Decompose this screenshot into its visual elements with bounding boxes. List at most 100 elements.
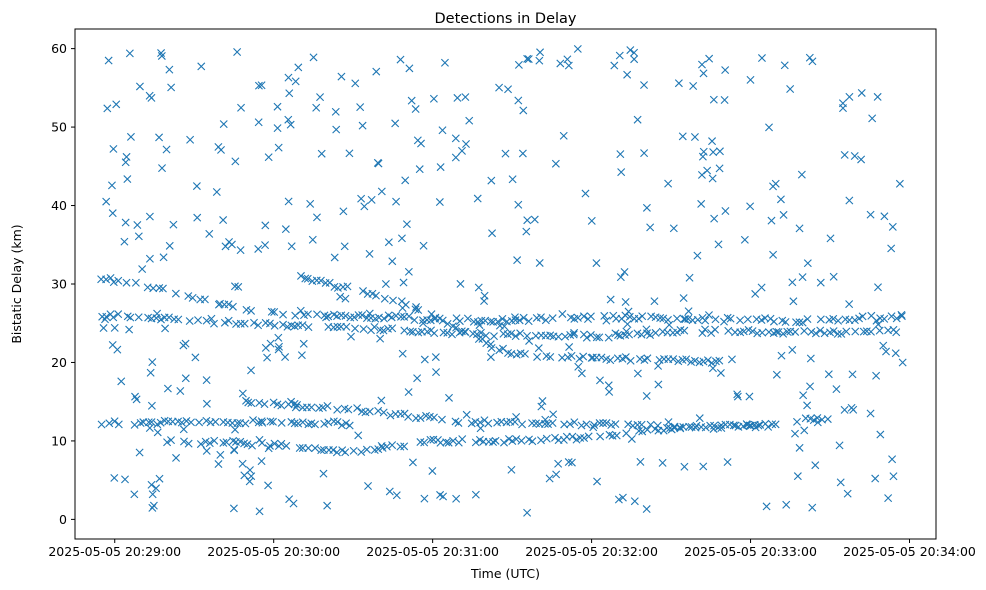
detection-point xyxy=(242,305,251,314)
detection-point xyxy=(513,256,522,265)
detection-point xyxy=(219,438,228,447)
detection-point xyxy=(456,279,465,288)
y-tick-label: 60 xyxy=(51,41,67,56)
detection-point xyxy=(720,317,729,326)
x-tick-label: 2025-05-05 20:33:00 xyxy=(684,544,817,559)
detection-point xyxy=(806,382,815,391)
detection-point xyxy=(376,325,385,334)
detection-point xyxy=(125,325,134,334)
detection-point xyxy=(304,310,312,319)
detection-point xyxy=(816,278,825,287)
detection-point xyxy=(805,53,814,62)
detection-point xyxy=(597,353,606,362)
detection-point xyxy=(625,312,634,321)
detection-point xyxy=(284,115,293,124)
detection-point xyxy=(836,478,845,487)
detection-point xyxy=(703,356,712,365)
detection-point xyxy=(258,418,267,427)
detection-point xyxy=(400,442,409,451)
detection-point xyxy=(487,344,496,352)
detection-point xyxy=(772,327,781,336)
detection-point xyxy=(261,221,270,230)
detection-point xyxy=(586,330,595,339)
detection-point xyxy=(708,364,717,373)
detection-point xyxy=(296,271,305,280)
detection-point xyxy=(634,314,643,323)
detection-point xyxy=(465,116,474,125)
detection-point xyxy=(592,333,601,342)
detection-point xyxy=(866,409,875,418)
detection-point xyxy=(471,490,480,499)
detection-point xyxy=(114,420,123,429)
detection-point xyxy=(344,405,353,414)
detection-point xyxy=(621,311,630,320)
detection-point xyxy=(356,103,365,112)
detection-point xyxy=(653,421,662,430)
detection-point xyxy=(693,251,702,260)
detection-point xyxy=(716,368,725,377)
detection-point xyxy=(757,283,766,292)
detection-point xyxy=(228,302,237,311)
detection-point xyxy=(642,392,651,400)
detection-point xyxy=(158,284,167,293)
detection-point xyxy=(674,357,683,366)
detection-point xyxy=(561,332,570,341)
detection-point xyxy=(517,436,526,445)
detection-point xyxy=(238,389,247,398)
detection-point xyxy=(772,370,781,379)
x-axis-ticks: 2025-05-05 20:29:00 2025-05-05 20:30:00 20… xyxy=(48,539,976,559)
detection-point xyxy=(633,369,642,378)
detection-point xyxy=(525,336,534,345)
detection-point xyxy=(621,298,630,307)
detection-point xyxy=(442,438,451,447)
detection-point xyxy=(265,441,274,450)
detection-point xyxy=(268,417,277,426)
detection-point xyxy=(164,313,173,322)
detection-point xyxy=(353,404,362,413)
detection-point xyxy=(233,419,242,428)
detection-point xyxy=(242,396,250,405)
detection-point xyxy=(184,439,193,448)
detection-point xyxy=(294,63,303,72)
detection-point xyxy=(701,423,710,432)
detection-point xyxy=(340,242,349,251)
detection-point xyxy=(602,419,611,428)
detection-point xyxy=(134,313,143,322)
detection-point xyxy=(109,278,118,287)
detection-point xyxy=(165,65,174,74)
detection-point xyxy=(564,458,573,467)
detection-point xyxy=(357,448,366,457)
detection-point xyxy=(559,131,568,140)
detection-point xyxy=(420,494,429,503)
detection-point xyxy=(121,218,130,227)
detection-point xyxy=(709,148,718,157)
detection-point xyxy=(237,103,246,112)
detection-point xyxy=(146,368,155,377)
detection-point xyxy=(563,55,572,64)
detection-point xyxy=(317,446,326,455)
detection-point xyxy=(874,283,882,292)
detection-point xyxy=(360,202,369,211)
detection-point xyxy=(269,398,278,407)
detection-point xyxy=(843,489,852,498)
detection-point xyxy=(224,316,233,325)
detection-point xyxy=(117,377,126,386)
detection-point xyxy=(365,249,374,258)
detection-point xyxy=(782,500,791,509)
detection-point xyxy=(757,54,766,63)
detection-point xyxy=(416,414,425,423)
detection-point xyxy=(474,283,483,292)
detection-point xyxy=(592,259,601,268)
detection-point xyxy=(106,273,115,282)
detection-point xyxy=(769,250,778,259)
detection-point xyxy=(287,397,296,406)
detection-point xyxy=(158,164,167,173)
y-tick-label: 10 xyxy=(51,433,67,448)
detection-point xyxy=(380,294,389,303)
detection-point xyxy=(643,354,652,363)
detection-point xyxy=(541,415,550,424)
detection-point xyxy=(105,419,114,428)
detection-point xyxy=(184,292,193,301)
detection-point xyxy=(678,132,687,141)
